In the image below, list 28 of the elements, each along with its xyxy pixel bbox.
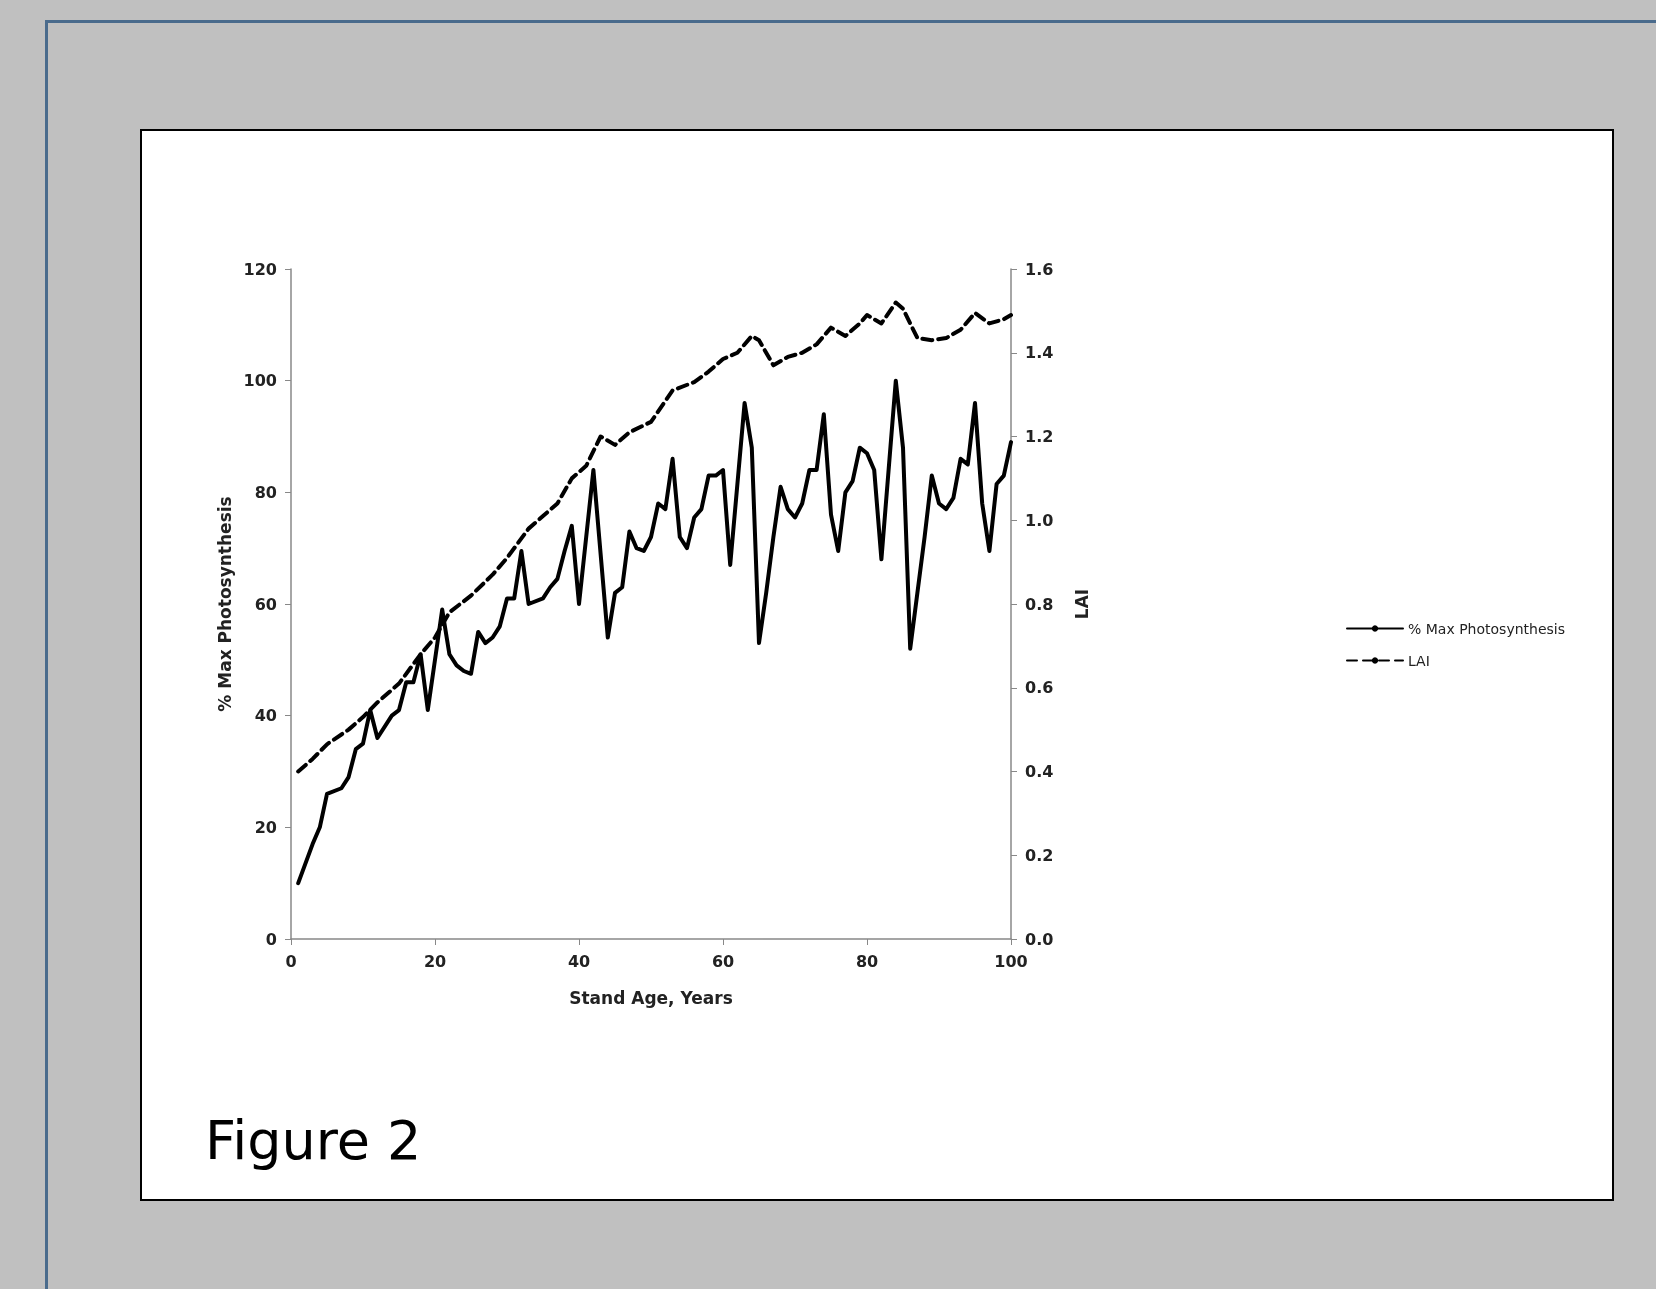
x-tick-label: 100 (994, 951, 1028, 971)
x-tick-label: 80 (855, 951, 879, 971)
legend-label: % Max Photosynthesis (1408, 620, 1565, 637)
legend-label: LAI (1408, 652, 1430, 669)
y2-tick-label: 0.2 (1025, 845, 1054, 865)
y2-tick-label: 1.6 (1025, 259, 1054, 279)
x-tick-label: 20 (423, 951, 447, 971)
y2-tick-label: 0.8 (1025, 594, 1054, 614)
y-tick-label: 40 (254, 706, 277, 726)
y2-tick-label: 1.4 (1025, 343, 1054, 363)
x-tick-label: 60 (711, 951, 735, 971)
y-axis-title: % Max Photosynthesis (214, 496, 235, 712)
y-tick-label: 60 (254, 594, 277, 614)
y-tick-label: 120 (243, 259, 277, 279)
y-tick-label: 100 (243, 371, 277, 391)
y2-tick-label: 1.0 (1025, 510, 1054, 530)
x-axis-title: Stand Age, Years (569, 987, 733, 1008)
caption: Figure 2 (205, 1108, 422, 1172)
y-tick-label: 20 (254, 817, 277, 837)
y-tick-label: 80 (254, 482, 277, 502)
y2-tick-label: 1.2 (1025, 427, 1054, 446)
y-tick-label: 0 (265, 929, 277, 949)
y2-tick-label: 0.4 (1025, 762, 1054, 781)
x-tick-label: 40 (567, 951, 591, 971)
x-tick-label: 0 (285, 951, 297, 971)
y2-axis-title: LAI (1071, 588, 1092, 620)
y2-tick-label: 0.0 (1025, 929, 1054, 949)
y2-tick-label: 0.6 (1025, 678, 1054, 698)
